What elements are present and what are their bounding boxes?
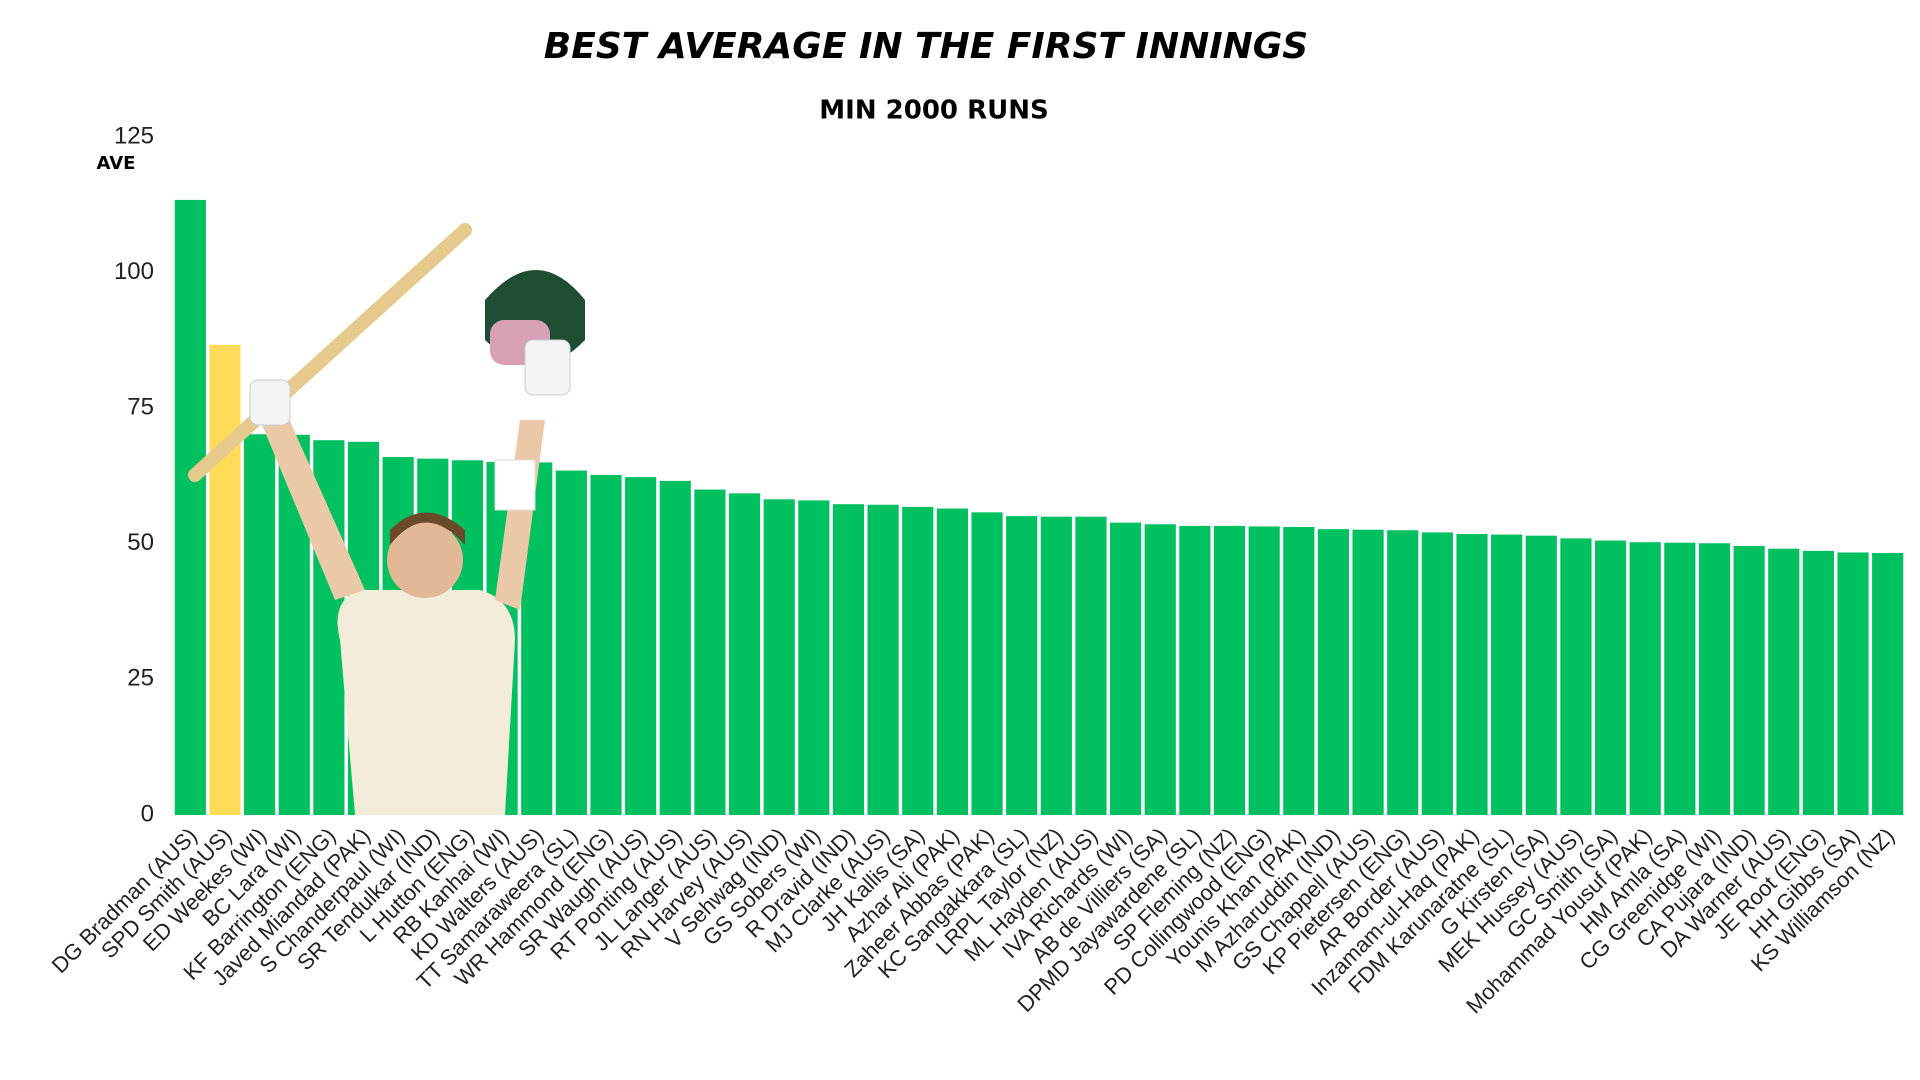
- torso: [337, 590, 515, 815]
- head: [387, 522, 463, 598]
- y-tick-label: 100: [114, 258, 154, 285]
- player-photo: [188, 223, 585, 815]
- bar: [1594, 540, 1627, 815]
- bar: [1283, 526, 1315, 815]
- y-tick-label: 75: [127, 394, 154, 421]
- bar: [1525, 535, 1557, 815]
- chart-title: BEST AVERAGE IN THE FIRST INNINGS: [544, 26, 1308, 67]
- hair: [390, 512, 465, 545]
- bar: [1560, 538, 1592, 815]
- bat: [188, 223, 472, 482]
- bar: [728, 493, 761, 815]
- arm-left: [260, 410, 365, 600]
- bar: [1768, 548, 1800, 815]
- bar: [867, 504, 899, 815]
- bar: [1213, 525, 1246, 815]
- bar: [1837, 552, 1869, 815]
- bar: [1733, 545, 1765, 815]
- bar: [1491, 534, 1523, 815]
- glove: [524, 339, 571, 396]
- bar: [971, 512, 1003, 815]
- bar: [1629, 542, 1661, 815]
- bar: [798, 500, 830, 815]
- glove: [249, 379, 291, 426]
- bar: [1144, 524, 1176, 815]
- bar: [1387, 530, 1419, 815]
- bar: [1110, 522, 1142, 815]
- bar: [1456, 534, 1488, 815]
- y-tick-label: 25: [127, 665, 154, 692]
- y-tick-label: 50: [127, 529, 154, 556]
- bar: [244, 434, 276, 815]
- bar: [659, 480, 691, 815]
- y-axis-label: AVE: [97, 153, 136, 174]
- bar: [555, 470, 587, 815]
- bar: [1179, 525, 1211, 815]
- bar: [1006, 516, 1038, 815]
- bar: [209, 344, 241, 815]
- bar: [1802, 550, 1834, 815]
- bar: [1248, 526, 1280, 815]
- bar: [902, 506, 934, 815]
- bar: [1317, 529, 1350, 815]
- bar: [936, 508, 968, 815]
- bar: [1872, 553, 1904, 815]
- bar: [1075, 516, 1107, 815]
- bar: [832, 504, 865, 815]
- y-tick-label: 125: [114, 122, 154, 149]
- bar: [1040, 516, 1072, 815]
- y-tick-label: 0: [141, 800, 154, 827]
- chart-subtitle: MIN 2000 RUNS: [819, 96, 1048, 126]
- bar: [1421, 532, 1453, 815]
- bar: [590, 474, 622, 815]
- bar: [1352, 529, 1384, 815]
- bar: [1664, 542, 1696, 815]
- bar: [625, 477, 657, 815]
- bar: [174, 199, 206, 815]
- bar: [763, 499, 795, 815]
- wristband: [494, 459, 536, 511]
- bar: [694, 489, 726, 815]
- bar: [1698, 543, 1731, 815]
